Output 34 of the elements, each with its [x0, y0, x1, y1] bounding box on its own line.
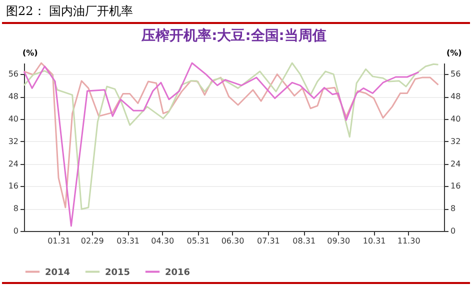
- y2-tick-label: 48: [450, 92, 461, 102]
- x-tick-label: 05.31: [186, 236, 210, 246]
- y-tick-label: 0: [13, 226, 18, 236]
- y-tick-label: 16: [8, 182, 18, 191]
- y-axis-title: (%): [22, 48, 38, 58]
- chart-title: 图22： 国内油厂开机率: [5, 3, 134, 20]
- y-tick-label: 56: [8, 70, 18, 79]
- y-tick-label: 32: [8, 136, 18, 146]
- y2-tick-label: 40: [450, 114, 461, 124]
- y-tick-label: 24: [8, 159, 18, 168]
- x-tick-label: 07.31: [256, 236, 280, 246]
- legend-label: 2015: [105, 268, 130, 278]
- legend-label: 2016: [165, 268, 190, 278]
- y2-tick-label: 24: [450, 159, 461, 168]
- x-tick-label: 02.29: [80, 236, 104, 246]
- y2-tick-label: 8: [450, 204, 456, 214]
- y2-tick-label: 0: [450, 226, 456, 236]
- x-tick-label: 10.31: [362, 236, 386, 246]
- y2-axis-title: (%): [446, 48, 462, 58]
- y-tick-label: 40: [8, 114, 18, 124]
- x-tick-label: 03.31: [116, 236, 140, 246]
- y2-tick-label: 56: [450, 70, 461, 79]
- y2-tick-label: 16: [450, 182, 461, 191]
- x-tick-label: 08.31: [292, 236, 316, 246]
- y-tick-label: 48: [8, 92, 18, 102]
- chart-subtitle: 压榨开机率:大豆:全国:当周值: [140, 27, 326, 44]
- x-tick-label: 11.30: [397, 236, 420, 246]
- x-tick-label: 09.30: [327, 236, 350, 246]
- legend-label: 2014: [45, 268, 70, 278]
- x-tick-label: 01.31: [48, 236, 70, 246]
- y2-tick-label: 32: [450, 136, 461, 146]
- x-tick-label: 06.30: [221, 236, 244, 246]
- x-tick-label: 04.30: [151, 236, 174, 246]
- y-tick-label: 8: [13, 204, 18, 214]
